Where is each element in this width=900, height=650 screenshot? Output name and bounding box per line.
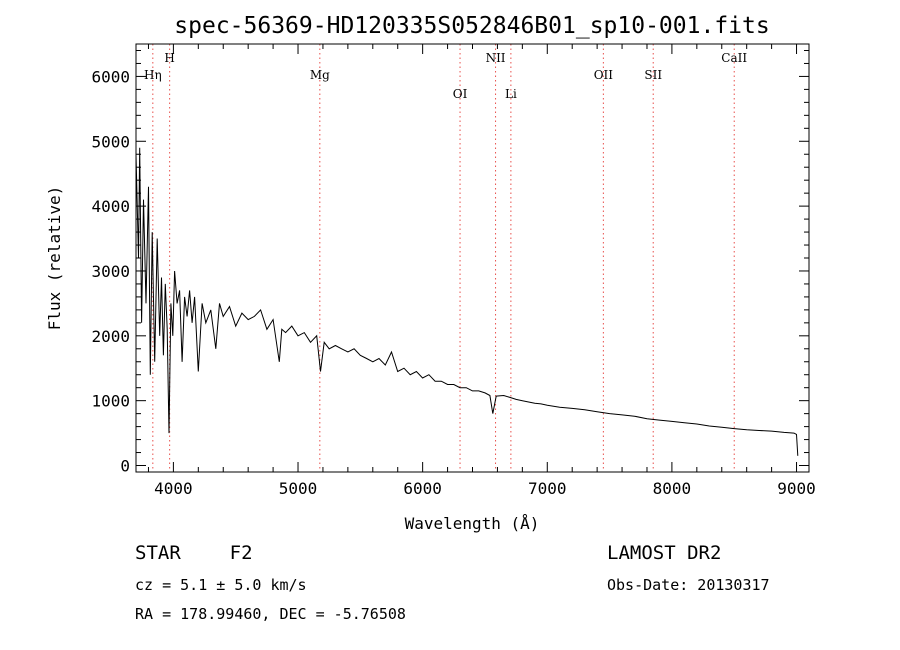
y-tick-label: 3000 <box>91 262 130 281</box>
x-axis-label: Wavelength (Å) <box>405 514 540 533</box>
spectral-line-label: NII <box>486 51 506 65</box>
spectral-lines-layer: HηH Mg OI NII Li OII SII CaII <box>144 44 747 472</box>
spectrum-series-line <box>135 147 799 456</box>
spectral-line-label: Li <box>505 87 517 101</box>
x-tick-label: 9000 <box>777 479 816 498</box>
x-tick-label: 4000 <box>154 479 193 498</box>
y-tick-label: 4000 <box>91 197 130 216</box>
y-tick-label: 2000 <box>91 327 130 346</box>
survey-name: LAMOST DR2 <box>607 542 722 564</box>
spectral-line-label: Mg <box>310 68 330 82</box>
spectral-line-label: OII <box>594 68 614 82</box>
spectral-line-label: H <box>164 51 174 65</box>
y-tick-label: 5000 <box>91 132 130 151</box>
x-tick-label: 7000 <box>528 479 567 498</box>
spectral-line-label: OI <box>453 87 468 101</box>
cz-value: cz = 5.1 ± 5.0 km/s <box>135 576 307 594</box>
x-tick-label: 5000 <box>279 479 318 498</box>
series-layer <box>135 147 799 456</box>
spectral-line-label: CaII <box>721 51 747 65</box>
obs-date: Obs-Date: 20130317 <box>607 576 770 594</box>
y-tick-label: 0 <box>120 457 130 476</box>
axes-layer: 4000 5000 6000 7000 8000 9000 0 1000 2000 3000 400… <box>91 43 816 498</box>
spectral-line-label: SII <box>644 68 662 82</box>
plot-frame <box>135 43 810 473</box>
spectral-subclass: F2 <box>229 542 253 564</box>
spectral-line-label: Hη <box>144 68 162 82</box>
coordinates: RA = 178.99460, DEC = -5.76508 <box>135 605 406 623</box>
y-tick-label: 1000 <box>91 392 130 411</box>
x-tick-label: 8000 <box>653 479 692 498</box>
y-tick-label: 6000 <box>91 67 130 86</box>
object-type: STAR <box>135 542 181 564</box>
y-axis-label: Flux (relative) <box>45 186 64 331</box>
chart-title: spec-56369-HD120335S052846B01_sp10-001.f… <box>174 13 769 39</box>
x-tick-label: 6000 <box>403 479 442 498</box>
